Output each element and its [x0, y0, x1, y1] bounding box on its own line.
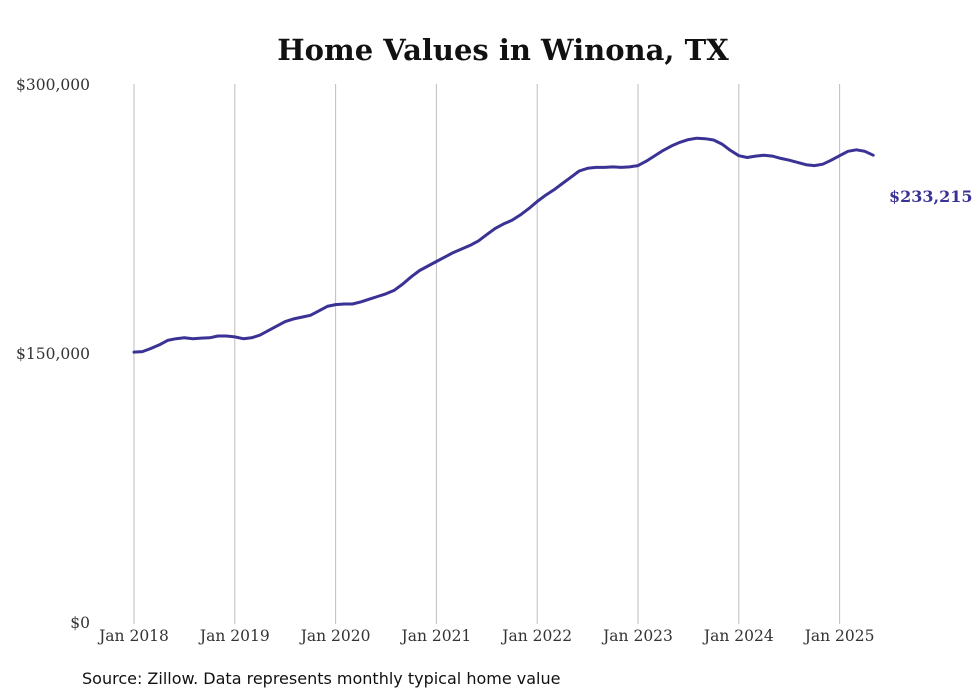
y-tick-label: $0 [70, 614, 90, 632]
end-value-label: $233,215 [889, 187, 973, 206]
home-value-series-line [132, 136, 875, 354]
x-axis-tick-labels: Jan 2018 Jan 2019 Jan 2020 Jan 2021 Jan 2022… [97, 627, 874, 645]
y-tick-label: $300,000 [16, 76, 90, 94]
y-tick-label: $150,000 [16, 345, 90, 363]
x-tick-label: Jan 2023 [601, 627, 673, 645]
chart-title: Home Values in Winona, TX [277, 33, 729, 67]
x-tick-label: Jan 2025 [803, 627, 875, 645]
vertical-gridlines [133, 84, 841, 624]
source-note: Source: Zillow. Data represents monthly … [82, 669, 560, 688]
y-axis-tick-labels: $0 $150,000 $300,000 [16, 76, 90, 632]
x-tick-label: Jan 2018 [97, 627, 169, 645]
x-tick-label: Jan 2022 [500, 627, 572, 645]
x-tick-label: Jan 2020 [299, 627, 371, 645]
x-tick-label: Jan 2021 [399, 627, 471, 645]
x-tick-label: Jan 2019 [198, 627, 270, 645]
x-tick-label: Jan 2024 [702, 627, 774, 645]
